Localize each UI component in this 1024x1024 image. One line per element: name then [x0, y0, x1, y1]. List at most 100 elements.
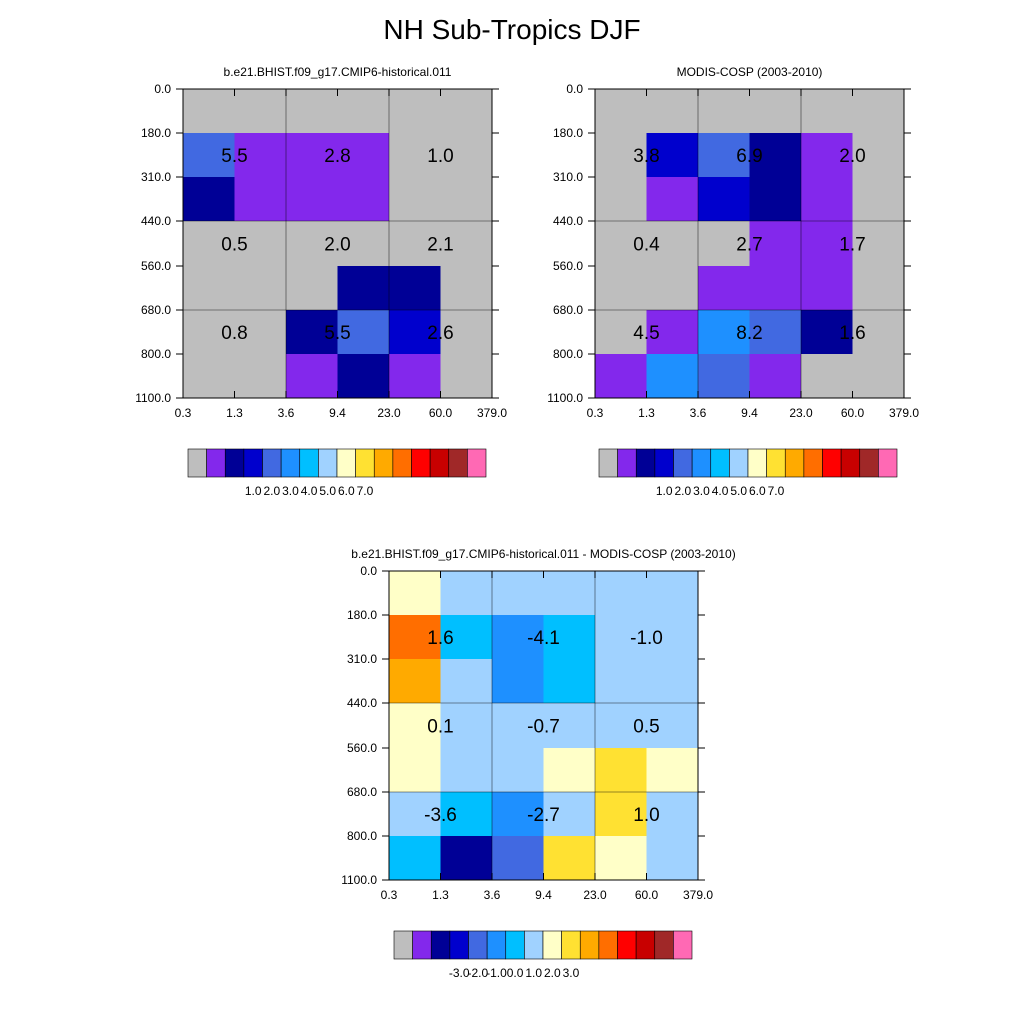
heatmap-cell — [646, 354, 699, 399]
colorbar-swatch — [635, 930, 656, 960]
colorbar-swatch — [468, 930, 488, 960]
y-tick-label: 1100.0 — [547, 391, 583, 405]
colorbar-swatch — [448, 448, 468, 478]
heatmap-cell — [389, 836, 441, 881]
colorbar-label: -2.0 — [467, 966, 488, 980]
heatmap-cell — [801, 133, 853, 178]
cell-value-label: 2.0 — [324, 235, 350, 256]
heatmap-cell — [183, 133, 235, 178]
colorbar-swatch — [579, 930, 600, 960]
y-tick-label: 0.0 — [154, 82, 171, 96]
heatmap-cell — [595, 133, 647, 178]
colorbar-label: 5.0 — [319, 484, 336, 498]
x-tick-label: 9.4 — [329, 406, 346, 420]
heatmap-cell — [852, 133, 905, 178]
heatmap-cell — [646, 310, 699, 355]
y-tick-label: 560.0 — [553, 259, 583, 273]
heatmap-cell — [183, 177, 235, 222]
y-tick-label: 310.0 — [141, 170, 171, 184]
x-tick-label: 0.3 — [381, 888, 398, 902]
heatmap-cell — [646, 571, 699, 616]
heatmap-cell — [595, 266, 647, 311]
heatmap-cell — [595, 89, 647, 134]
heatmap-cell — [698, 354, 750, 399]
heatmap-cell — [595, 615, 647, 660]
colorbar-swatch — [654, 930, 674, 960]
x-tick-label: 1.3 — [432, 888, 449, 902]
heatmap-cell — [749, 89, 802, 134]
heatmap-cell — [389, 748, 441, 793]
colorbar-swatch — [206, 448, 226, 478]
colorbar-swatch — [449, 930, 469, 960]
heatmap-cell — [234, 310, 287, 355]
colorbar-swatch — [393, 930, 413, 960]
heatmap-cell — [749, 221, 802, 267]
y-tick-label: 310.0 — [347, 652, 377, 666]
cell-value-label: 0.8 — [221, 323, 247, 344]
heatmap-cell — [646, 221, 699, 267]
heatmap-cell — [286, 177, 338, 222]
colorbar-swatch — [429, 448, 450, 478]
colorbar-label: 3.0 — [563, 966, 580, 980]
heatmap-cell — [389, 703, 441, 749]
y-tick-label: 0.0 — [360, 564, 377, 578]
y-tick-label: 680.0 — [347, 785, 377, 799]
x-tick-label: 23.0 — [789, 406, 813, 420]
cell-value-label: -3.6 — [424, 805, 457, 826]
heatmap-cell — [440, 310, 493, 355]
heatmap-cell — [440, 354, 493, 399]
heatmap-cell — [595, 310, 647, 355]
heatmap-cell — [698, 221, 750, 267]
colorbar-swatch — [784, 448, 805, 478]
heatmap-cell — [492, 792, 544, 837]
heatmap-cell — [595, 221, 647, 267]
heatmap-cell — [595, 792, 647, 837]
cell-value-label: 2.0 — [839, 146, 865, 167]
colorbar-swatch — [747, 448, 767, 478]
heatmap-cell — [440, 836, 493, 881]
colorbar-swatch — [598, 448, 618, 478]
colorbar-swatch — [617, 448, 637, 478]
y-tick-label: 440.0 — [141, 214, 171, 228]
colorbar-swatch — [524, 930, 544, 960]
colorbar-label: 4.0 — [301, 484, 318, 498]
heatmap-cell — [543, 792, 596, 837]
heatmap-cell — [286, 310, 338, 355]
x-tick-label: 0.3 — [175, 406, 192, 420]
heatmap-cell — [646, 703, 699, 749]
cell-value-label: 4.5 — [633, 323, 659, 344]
colorbar-label: 7.0 — [357, 484, 374, 498]
colorbar-swatch — [561, 930, 581, 960]
heatmap-cell — [801, 354, 853, 399]
heatmap-cell — [543, 703, 596, 749]
heatmap-cell — [543, 659, 596, 704]
panel-title: b.e21.BHIST.f09_g17.CMIP6-historical.011 — [224, 65, 452, 79]
heatmap-cell — [646, 266, 699, 311]
cell-value-label: 2.6 — [427, 323, 453, 344]
cell-value-label: 5.5 — [324, 323, 350, 344]
heatmap-cell — [234, 354, 287, 399]
heatmap-cell — [749, 177, 802, 222]
colorbar-swatch — [673, 930, 693, 960]
y-tick-label: 800.0 — [347, 829, 377, 843]
heatmap-panel-3: 0.3 1.3 3.6 9.4 23.0 60.0 379.0 0.0 180.0 310.0 44… — [341, 547, 736, 980]
y-tick-label: 440.0 — [347, 696, 377, 710]
colorbar-swatch — [486, 930, 507, 960]
cell-value-label: 0.4 — [633, 235, 660, 256]
heatmap-cell — [389, 571, 441, 616]
y-tick-label: 1100.0 — [135, 391, 171, 405]
colorbar-swatch — [224, 448, 245, 478]
colorbar-swatch — [430, 930, 451, 960]
colorbar-swatch — [542, 930, 562, 960]
heatmap-cell — [286, 133, 338, 178]
cell-value-label: 1.6 — [427, 628, 453, 649]
colorbar-swatch — [803, 448, 823, 478]
heatmap-cell — [440, 792, 493, 837]
x-tick-label: 3.6 — [278, 406, 295, 420]
heatmap-cell — [852, 221, 905, 267]
heatmap-cell — [440, 221, 493, 267]
heatmap-cell — [389, 659, 441, 704]
colorbar-swatch — [635, 448, 656, 478]
colorbar-swatch — [617, 930, 637, 960]
x-tick-label: 379.0 — [683, 888, 713, 902]
